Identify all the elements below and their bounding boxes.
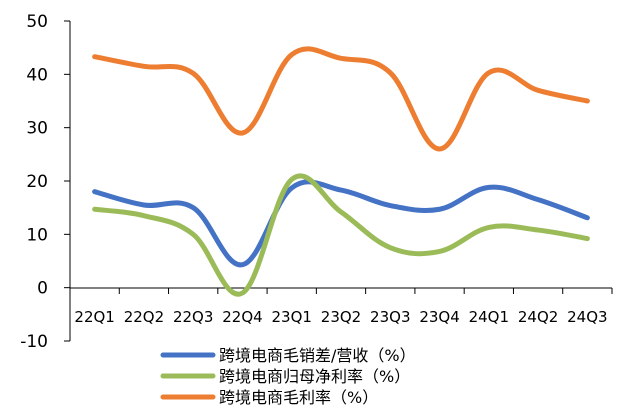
x-tick-label: 23Q1: [272, 308, 312, 326]
x-tick-label: 23Q3: [370, 308, 410, 326]
series-layer: [92, 46, 590, 297]
y-tick-label: 20: [26, 172, 48, 192]
x-tick-label: 24Q1: [469, 308, 509, 326]
y-tick-label: 40: [26, 65, 48, 85]
series-line: [92, 46, 590, 152]
x-tick-label: 22Q4: [222, 308, 262, 326]
legend-label: 跨境电商毛销差/营收（%）: [219, 346, 416, 365]
series-line: [92, 173, 590, 297]
x-tick-label: 22Q3: [173, 308, 213, 326]
x-tick-label: 24Q3: [567, 308, 607, 326]
x-tick-label: 22Q2: [124, 308, 164, 326]
legend-label: 跨境电商毛利率（%）: [219, 388, 378, 407]
legend: 跨境电商毛销差/营收（%） 跨境电商归母净利率（%） 跨境电商毛利率（%）: [160, 346, 416, 407]
legend-label: 跨境电商归母净利率（%）: [219, 367, 410, 386]
y-tick-label: 50: [26, 12, 48, 32]
x-tick-label: 23Q2: [321, 308, 361, 326]
x-axis: 22Q1 22Q2 22Q3 22Q4 23Q1 23Q2 23Q3 23Q4 24Q1 24Q2…: [69, 287, 613, 326]
x-tick-label: 24Q2: [518, 308, 558, 326]
series-2: [92, 173, 590, 297]
series-line: [92, 179, 590, 268]
x-tick-label: 23Q4: [419, 308, 459, 326]
y-tick-label: 0: [37, 279, 48, 299]
series-1: [92, 179, 590, 268]
series-3: [92, 46, 590, 152]
y-tick-label: 10: [26, 225, 48, 245]
x-tick-label: 22Q1: [74, 308, 114, 326]
y-axis: 50 40 30 20 10 0 -10: [20, 12, 71, 352]
y-tick-label: -10: [20, 332, 48, 352]
y-tick-label: 30: [26, 119, 48, 139]
